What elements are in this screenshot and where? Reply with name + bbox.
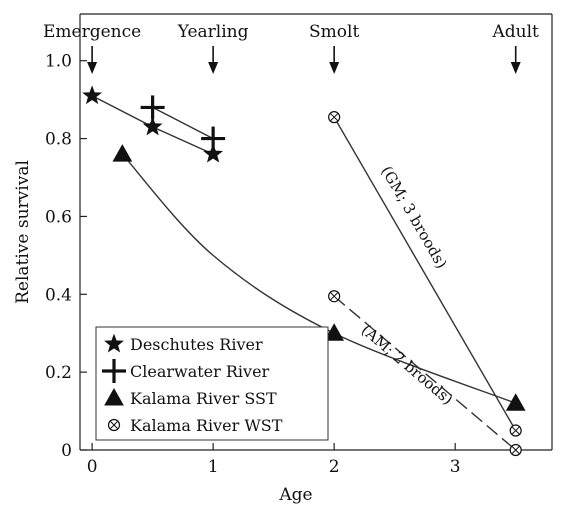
marker-deschutes-river xyxy=(82,85,103,105)
triangle-shape xyxy=(112,144,133,162)
triangle-shape xyxy=(324,323,345,341)
y-tick-label: 0.8 xyxy=(45,130,72,150)
legend-item-kalama-river-sst: Kalama River SST xyxy=(104,387,277,408)
annotation-am: (AM; 2 broods) xyxy=(358,321,457,409)
x-stroke xyxy=(330,113,339,122)
stage-arrowhead xyxy=(510,62,521,74)
stage-label-emergence: Emergence xyxy=(43,22,141,42)
marker-deschutes-river xyxy=(142,116,163,136)
line-kalama-river-wst xyxy=(333,116,517,431)
legend-box xyxy=(95,326,329,441)
legend-marker xyxy=(102,359,126,383)
x-axis-title: Age xyxy=(278,485,312,505)
legend-marker xyxy=(107,418,121,432)
marker-clearwater-river xyxy=(140,95,165,120)
marker-kalama-river-sst xyxy=(324,323,345,341)
x-tick-label: 0 xyxy=(87,457,98,477)
legend-label: Kalama River WST xyxy=(130,416,283,435)
legend-marker xyxy=(104,333,124,353)
legend-item-deschutes-river: Deschutes River xyxy=(104,333,263,354)
stage-arrowhead xyxy=(208,62,219,74)
y-tick-label: 0.6 xyxy=(45,207,72,227)
x-stroke xyxy=(511,446,520,454)
star-shape xyxy=(142,116,163,136)
y-axis-title: Relative survival xyxy=(13,160,33,304)
marker-deschutes-river xyxy=(203,143,224,163)
y-tick-label: 0.4 xyxy=(45,285,72,305)
y-tick-label: 0 xyxy=(61,441,72,461)
legend-label: Deschutes River xyxy=(130,335,263,354)
series-markers xyxy=(82,85,526,457)
marker-kalama-river-wst xyxy=(509,424,522,437)
stage-label-yearling: Yearling xyxy=(177,22,249,42)
y-tick-label: 0.2 xyxy=(45,363,72,383)
stage-label-adult: Adult xyxy=(491,22,539,42)
axes: 0 0.2 0.4 0.6 0.8 1.0 0 1 2 3 Age Relative survival xyxy=(13,13,553,505)
legend: Deschutes River Clearwater River Kalama Ri… xyxy=(95,326,329,441)
marker-clearwater-river xyxy=(201,126,226,151)
marker-kalama-river-sst xyxy=(112,144,133,162)
life-stages: Emergence Yearling Smolt Adult xyxy=(43,22,539,74)
x-tick-label: 3 xyxy=(450,457,461,477)
x-stroke xyxy=(511,426,520,435)
x-stroke xyxy=(330,292,339,301)
y-tick-label: 1.0 xyxy=(45,52,72,72)
star-shape xyxy=(104,333,124,353)
series-lines xyxy=(91,95,517,451)
x-stroke xyxy=(110,421,118,429)
x-tick-label: 2 xyxy=(329,457,340,477)
legend-item-clearwater-river: Clearwater River xyxy=(102,359,270,383)
annotations: (GM; 3 broods)(AM; 2 broods) xyxy=(358,163,457,409)
triangle-shape xyxy=(104,387,124,406)
legend-item-kalama-river-wst: Kalama River WST xyxy=(107,416,283,435)
marker-kalama-river-sst xyxy=(505,393,526,411)
marker-kalama-river-wst xyxy=(328,111,341,124)
star-shape xyxy=(82,85,103,105)
stage-label-smolt: Smolt xyxy=(309,22,359,42)
line-clearwater-river xyxy=(152,106,214,140)
marker-kalama-river-wst xyxy=(509,443,522,457)
star-shape xyxy=(203,143,224,163)
legend-label: Kalama River SST xyxy=(130,389,277,408)
line-kalama-river-sst xyxy=(121,153,516,404)
stage-arrowhead xyxy=(329,62,340,74)
triangle-shape xyxy=(505,393,526,411)
legend-label: Clearwater River xyxy=(130,362,270,381)
stage-arrowhead xyxy=(87,62,98,74)
legend-marker xyxy=(104,387,124,406)
marker-kalama-river-wst xyxy=(328,290,341,303)
x-tick-label: 1 xyxy=(208,457,219,477)
